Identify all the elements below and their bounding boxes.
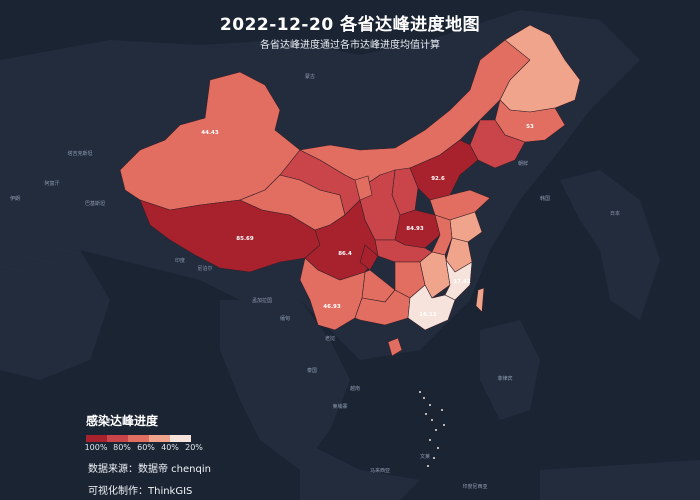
geo-label: 泰国 — [307, 367, 317, 374]
province-fujian[interactable] — [444, 259, 473, 301]
geo-label: 尼泊尔 — [197, 265, 212, 272]
legend-swatch — [128, 435, 149, 442]
province-guangdong[interactable] — [407, 284, 456, 331]
legend-tick: 40% — [161, 443, 179, 452]
visualization-credit: 可视化制作：ThinkGIS — [88, 486, 193, 497]
geo-label: 塔吉克斯坦 — [67, 150, 92, 157]
legend-tick: 60% — [137, 443, 155, 452]
province-hebei[interactable] — [409, 139, 479, 201]
china-provinces — [119, 24, 581, 357]
south-sea-islands — [419, 391, 445, 467]
legend-tick: 20% — [185, 443, 203, 452]
province-value: 53 — [526, 124, 534, 130]
province-ningxia[interactable] — [354, 175, 373, 201]
data-source: 数据来源：数据帝 chenqin — [88, 464, 211, 475]
geo-label: 老挝 — [325, 335, 335, 342]
geo-label: 印度 — [175, 257, 185, 264]
province-value: 17.42 — [453, 279, 471, 285]
geo-label: 孟加拉国 — [252, 297, 272, 304]
province-value: 86.4 — [338, 251, 352, 257]
geo-label: 韩国 — [540, 195, 550, 202]
geo-label: 印度尼西亚 — [462, 483, 487, 490]
legend-swatch — [86, 435, 107, 442]
province-value: 85.69 — [236, 236, 254, 242]
geo-label: 日本 — [610, 210, 620, 217]
province-value-labels: 44.43 85.69 86.4 92.6 84.93 46.93 16.11 … — [201, 124, 534, 318]
province-value: 16.11 — [419, 312, 437, 318]
geo-label: 伊朗 — [10, 195, 20, 202]
geo-label: 越南 — [350, 385, 360, 392]
geo-label: 朝鲜 — [518, 160, 528, 167]
legend-swatch — [170, 435, 191, 442]
province-value: 92.6 — [431, 176, 445, 182]
geo-label: 菲律宾 — [497, 375, 512, 382]
province-value: 84.93 — [406, 226, 424, 232]
legend-swatch — [149, 435, 170, 442]
geo-labels: 塔吉克斯坦 阿富汗 巴基斯坦 印度 尼泊尔 孟加拉国 缅甸 泰国 老挝 越南 柬… — [10, 73, 620, 490]
legend-tick: 80% — [113, 443, 131, 452]
province-value: 46.93 — [323, 304, 341, 310]
map-title: 2022-12-20 各省达峰进度地图 — [219, 15, 481, 35]
province-hainan[interactable] — [387, 337, 403, 357]
geo-label: 蒙古 — [305, 73, 315, 80]
geo-label: 马来西亚 — [370, 467, 390, 474]
map-subtitle: 各省达峰进度通过各市达峰进度均值计算 — [260, 40, 440, 51]
legend-bar — [86, 435, 226, 442]
geo-label: 巴基斯坦 — [85, 200, 105, 207]
geo-label: 阿富汗 — [44, 180, 59, 187]
legend-title: 感染达峰进度 — [86, 414, 159, 428]
legend-tick: 100% — [84, 443, 108, 452]
legend: 感染达峰进度 100% 80% 60% 40% 20% — [84, 412, 226, 454]
legend-swatch — [107, 435, 128, 442]
province-taiwan[interactable] — [475, 287, 485, 313]
geo-label: 柬埔寨 — [332, 403, 347, 410]
province-value: 44.43 — [201, 130, 219, 136]
geo-label: 文莱 — [420, 453, 430, 460]
legend-ticks: 100% 80% 60% 40% 20% — [84, 442, 226, 454]
geo-label: 缅甸 — [280, 315, 290, 322]
